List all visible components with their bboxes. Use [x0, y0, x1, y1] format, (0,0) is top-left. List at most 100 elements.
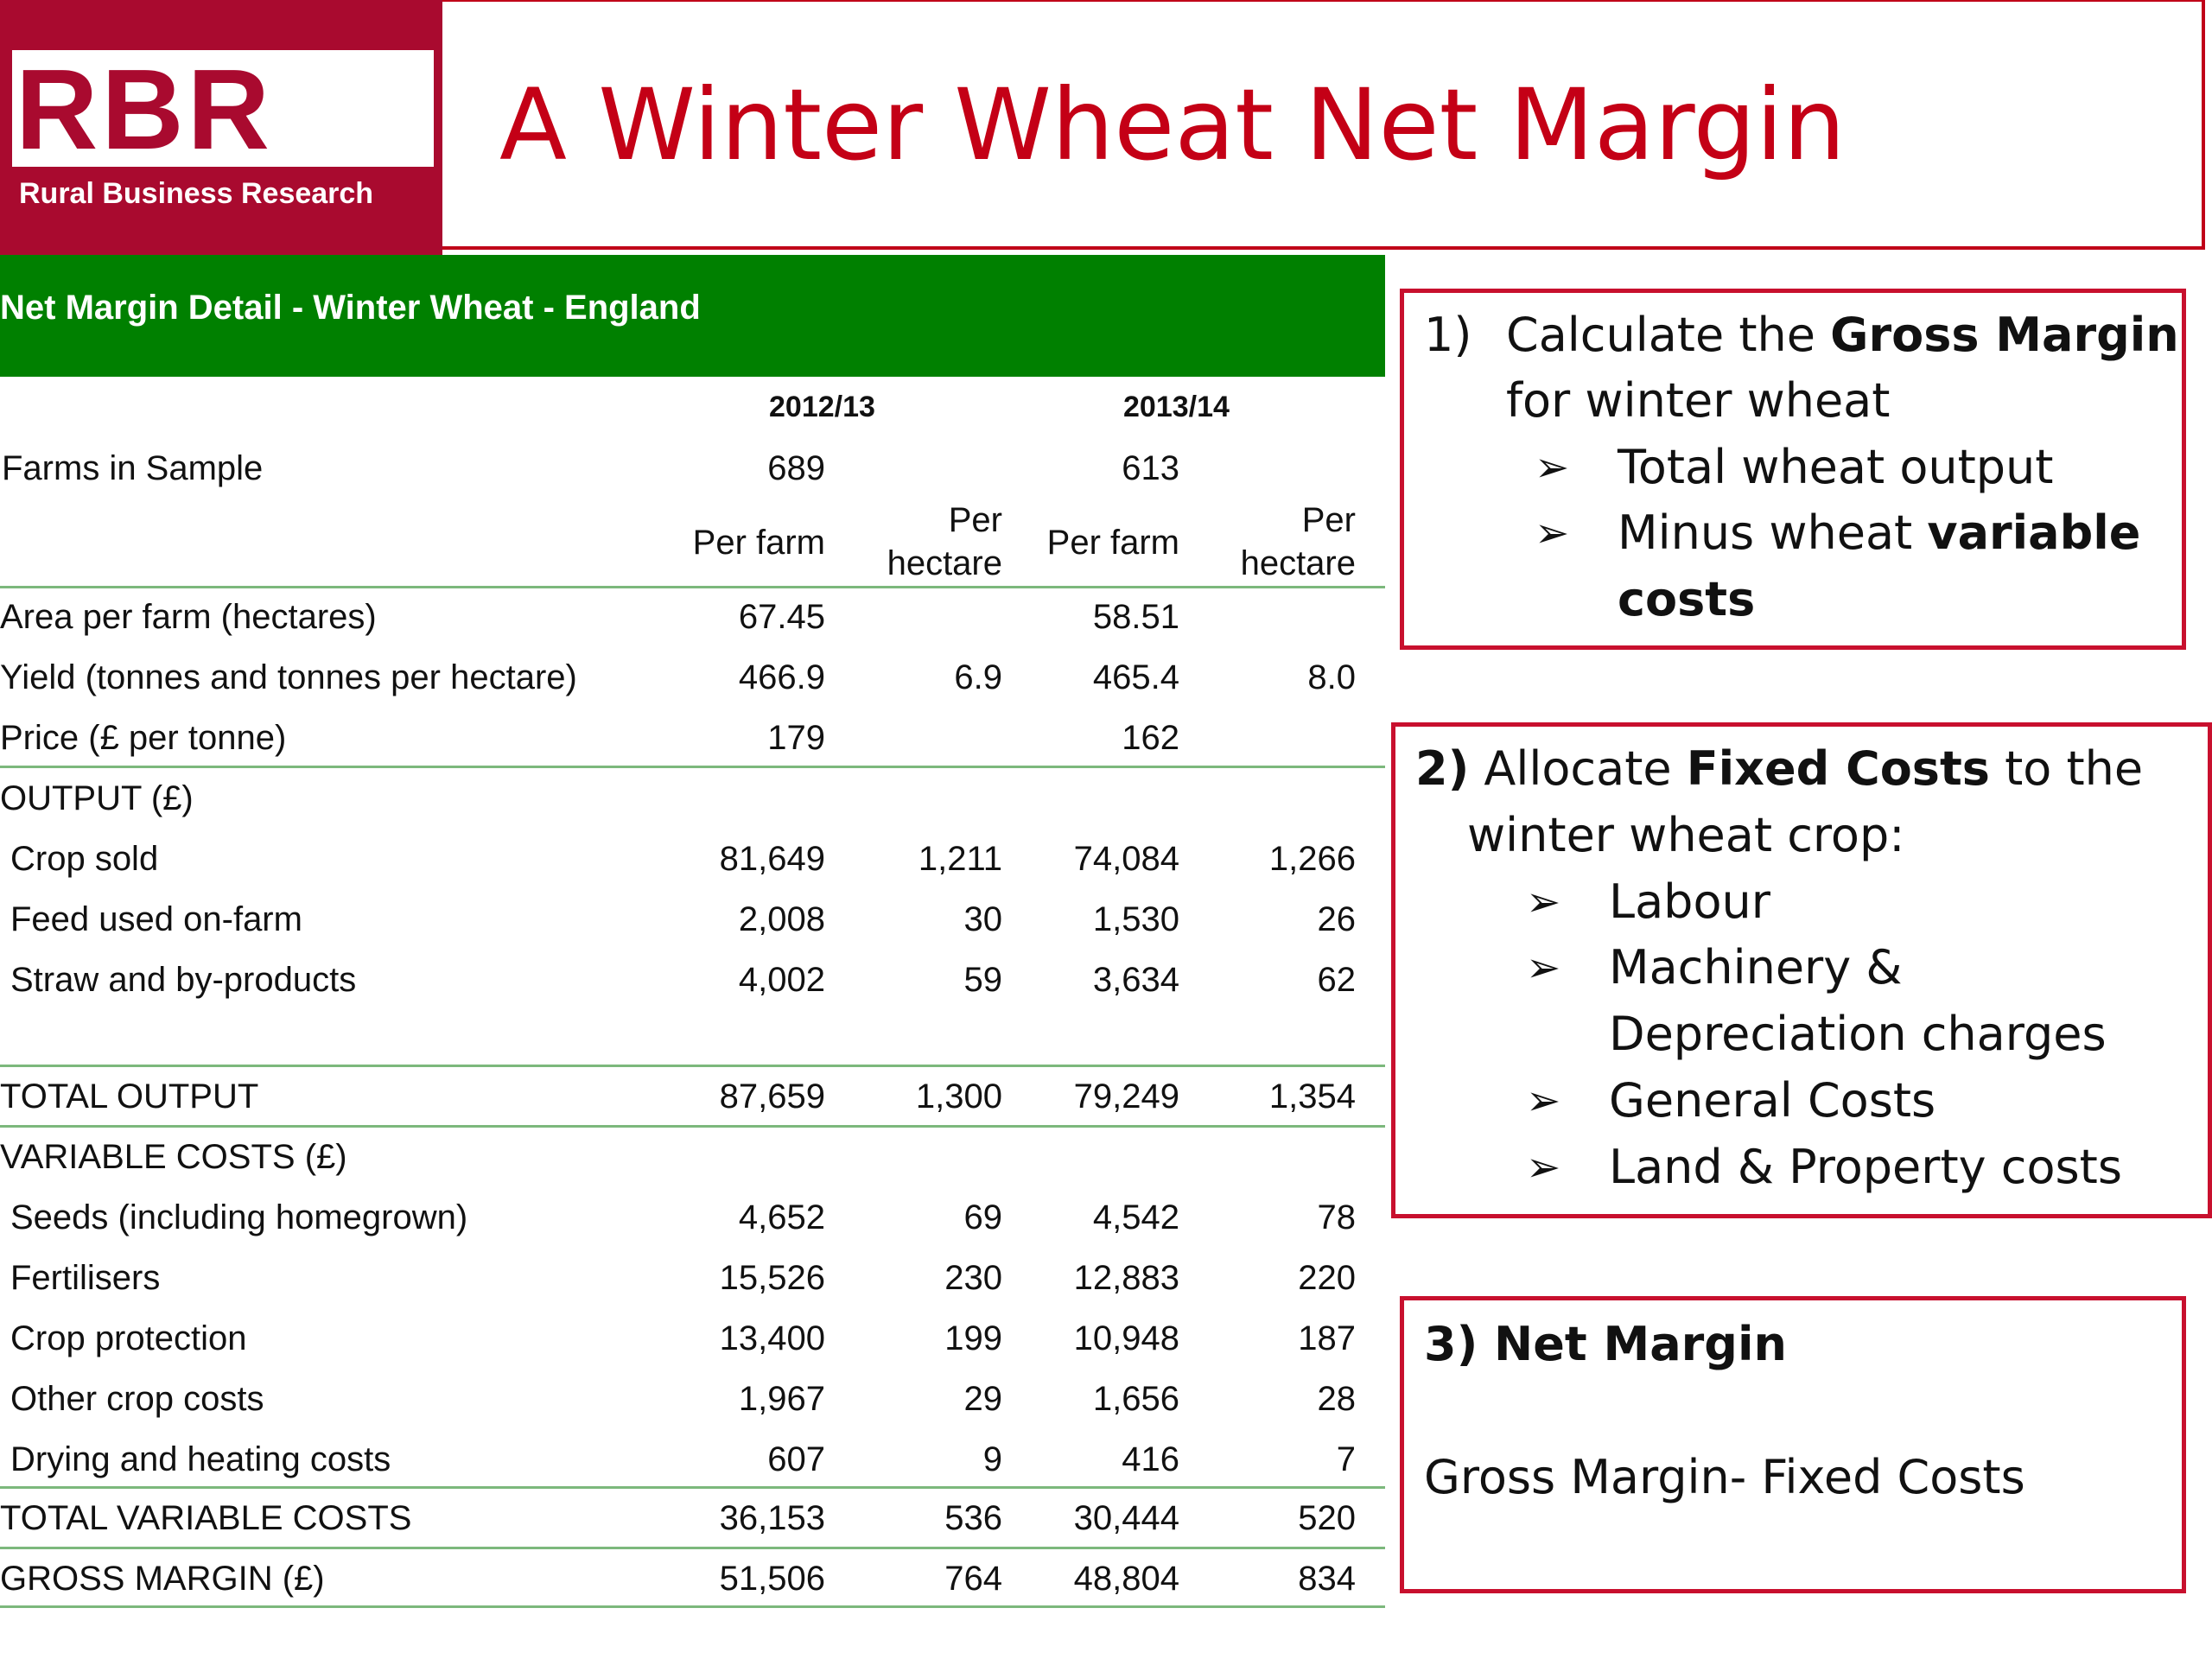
row-value: 764 [944, 1560, 1002, 1598]
row-value: 1,967 [738, 1380, 825, 1418]
row-value: 29 [963, 1380, 1003, 1418]
step-2-line1: 2) Allocate Fixed Costs to the [1415, 736, 2143, 802]
step-1-bullet-2-text: Minus wheat [1618, 505, 1928, 560]
row-label: TOTAL VARIABLE COSTS [0, 1499, 412, 1537]
arrow-bullet-icon: ➢ [1535, 443, 1570, 492]
step-3-title: 3) Net Margin [1424, 1317, 1787, 1371]
logo-mark: RBR [16, 46, 273, 173]
row-value: 834 [1298, 1560, 1356, 1598]
row-value: 4,652 [738, 1198, 825, 1236]
row-label: Seeds (including homegrown) [10, 1198, 468, 1236]
row-label: Fertilisers [10, 1259, 161, 1297]
row-value: 230 [944, 1259, 1002, 1297]
step-1-bullet-2: Minus wheat variable [1618, 500, 2140, 566]
row-value: 4,002 [738, 961, 825, 999]
arrow-bullet-icon: ➢ [1526, 1143, 1561, 1192]
row-value: 67.45 [738, 598, 825, 636]
table-rule [0, 1547, 1385, 1549]
row-value: 69 [963, 1198, 1003, 1236]
row-value: 58.51 [1092, 598, 1179, 636]
row-value: 607 [767, 1440, 825, 1478]
step-3-body: Gross Margin- Fixed Costs [1424, 1450, 2025, 1504]
step-2-bullet-2: Machinery & [1609, 940, 1903, 995]
row-value: 1,656 [1092, 1380, 1179, 1418]
table-heading: Net Margin Detail - Winter Wheat - Engla… [0, 289, 701, 327]
step-1-number: 1) [1424, 308, 1472, 362]
row-value: 536 [944, 1499, 1002, 1537]
row-value: 36,153 [719, 1499, 825, 1537]
row-label: Yield (tonnes and tonnes per hectare) [0, 658, 577, 696]
row-label: VARIABLE COSTS (£) [0, 1138, 347, 1176]
step-2-bullet-4: Land & Property costs [1609, 1140, 2122, 1194]
row-value: 12,883 [1073, 1259, 1179, 1297]
arrow-bullet-icon: ➢ [1526, 1077, 1561, 1125]
table-rule [0, 1486, 1385, 1489]
row-label: Straw and by-products [10, 961, 357, 999]
row-value: 4,542 [1092, 1198, 1179, 1236]
table-heading-bar [0, 255, 1385, 377]
row-value: 10,948 [1073, 1319, 1179, 1357]
row-value: 26 [1317, 900, 1357, 938]
step-3-box [1400, 1296, 2186, 1593]
row-value: 179 [767, 719, 825, 757]
page-title: A Winter Wheat Net Margin [499, 67, 1846, 182]
row-value: 1,300 [915, 1077, 1002, 1116]
step-1-line1: Calculate the Gross Margin [1506, 302, 2179, 368]
row-value: 466.9 [738, 658, 825, 696]
row-value: 1,211 [918, 840, 1002, 878]
row-value: 59 [963, 961, 1003, 999]
row-value: 9 [982, 1440, 1002, 1478]
step-2-line2: winter wheat crop: [1467, 808, 1905, 862]
row-value: 3,634 [1092, 961, 1179, 999]
farms-2013: 613 [1122, 449, 1179, 487]
step-1-box [1400, 289, 2186, 650]
arrow-bullet-icon: ➢ [1526, 944, 1561, 992]
logo [0, 0, 442, 255]
col-per-farm-2013: Per farm [1046, 524, 1179, 562]
logo-subtitle: Rural Business Research [19, 177, 374, 210]
row-value: 48,804 [1073, 1560, 1179, 1598]
step-1-variable: variable [1927, 505, 2141, 560]
row-value: 8.0 [1307, 658, 1356, 696]
row-value: 78 [1317, 1198, 1357, 1236]
row-label: Price (£ per tonne) [0, 719, 287, 757]
row-value: 162 [1122, 719, 1179, 757]
row-label: Crop protection [10, 1319, 247, 1357]
step-1-line2: for winter wheat [1506, 373, 1891, 428]
row-value: 7 [1336, 1440, 1356, 1478]
row-value: 465.4 [1092, 658, 1179, 696]
row-label: TOTAL OUTPUT [0, 1077, 259, 1116]
farms-2012: 689 [767, 449, 825, 487]
row-value: 6.9 [954, 658, 1002, 696]
row-value: 30 [963, 900, 1003, 938]
row-label: Crop sold [10, 840, 159, 878]
row-value: 1,530 [1092, 900, 1179, 938]
table-rule [0, 766, 1385, 768]
logo-panel [12, 50, 434, 167]
row-value: 62 [1317, 961, 1357, 999]
row-value: 520 [1298, 1499, 1356, 1537]
row-value: 1,266 [1268, 840, 1356, 878]
col-per-hectare-2012-line1: Per [948, 501, 1002, 539]
step-2-number: 2) [1415, 741, 1470, 796]
row-value: 220 [1298, 1259, 1356, 1297]
step-2-line1-post: to the [1989, 741, 2144, 796]
step-1-line1-text: Calculate the [1506, 308, 1831, 362]
step-2-fixed-costs: Fixed Costs [1686, 741, 1990, 796]
row-label: Drying and heating costs [10, 1440, 391, 1478]
row-label: Feed used on-farm [10, 900, 302, 938]
row-value: 187 [1298, 1319, 1356, 1357]
row-label: Other crop costs [10, 1380, 264, 1418]
row-value: 1,354 [1268, 1077, 1356, 1116]
step-2-box [1391, 722, 2212, 1218]
row-value: 79,249 [1073, 1077, 1179, 1116]
row-value: 28 [1317, 1380, 1357, 1418]
col-per-farm-2012: Per farm [692, 524, 825, 562]
step-2-line1-text: Allocate [1469, 741, 1687, 796]
step-1-bullet-1: Total wheat output [1618, 440, 2054, 494]
step-1-gross-margin: Gross Margin [1830, 308, 2179, 362]
row-value: 199 [944, 1319, 1002, 1357]
farms-in-sample-label: Farms in Sample [2, 449, 264, 487]
table-rule [0, 1125, 1385, 1128]
title-frame [442, 0, 2205, 250]
